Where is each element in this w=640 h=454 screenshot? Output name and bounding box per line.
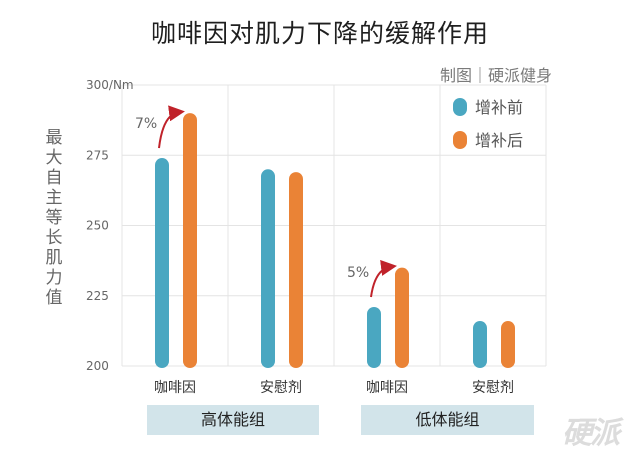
group-label-low-fitness: 低体能组 [361, 405, 534, 435]
bar-post [289, 172, 303, 368]
y-tick-label: 225 [86, 289, 109, 303]
increase-arrow [158, 105, 185, 149]
chart-title: 咖啡因对肌力下降的缓解作用 [150, 19, 489, 48]
watermark-logo: 硬派 [562, 416, 620, 451]
y-axis-label: 最大自主等长肌力值 [45, 128, 63, 308]
x-category-label: 安慰剂 [472, 379, 514, 396]
group-label-high-fitness: 高体能组 [147, 405, 319, 435]
x-category-label: 咖啡因 [366, 380, 408, 396]
bar-pre [261, 169, 275, 368]
x-category-label: 咖啡因 [154, 380, 196, 396]
legend-swatch [453, 98, 467, 116]
y-tick-label: 250 [86, 219, 109, 233]
credit-label: 制图｜硬派健身 [439, 66, 552, 85]
bar-pre [473, 321, 487, 368]
legend-label: 增补前 [475, 98, 523, 117]
increase-arrow [370, 259, 397, 298]
y-tick-label: 200 [86, 359, 109, 373]
increase-label: 7% [135, 116, 157, 132]
x-category-label: 安慰剂 [260, 379, 302, 396]
bar-post [395, 267, 409, 368]
bar-post [183, 113, 197, 368]
y-tick-label: 275 [86, 148, 109, 162]
bar-pre [155, 158, 169, 368]
legend-swatch [453, 131, 467, 149]
bar-pre [367, 306, 381, 368]
increase-label: 5% [347, 265, 369, 281]
y-tick-label: 300/Nm [86, 78, 134, 92]
legend-label: 增补后 [475, 131, 523, 150]
bar-post [501, 321, 515, 368]
